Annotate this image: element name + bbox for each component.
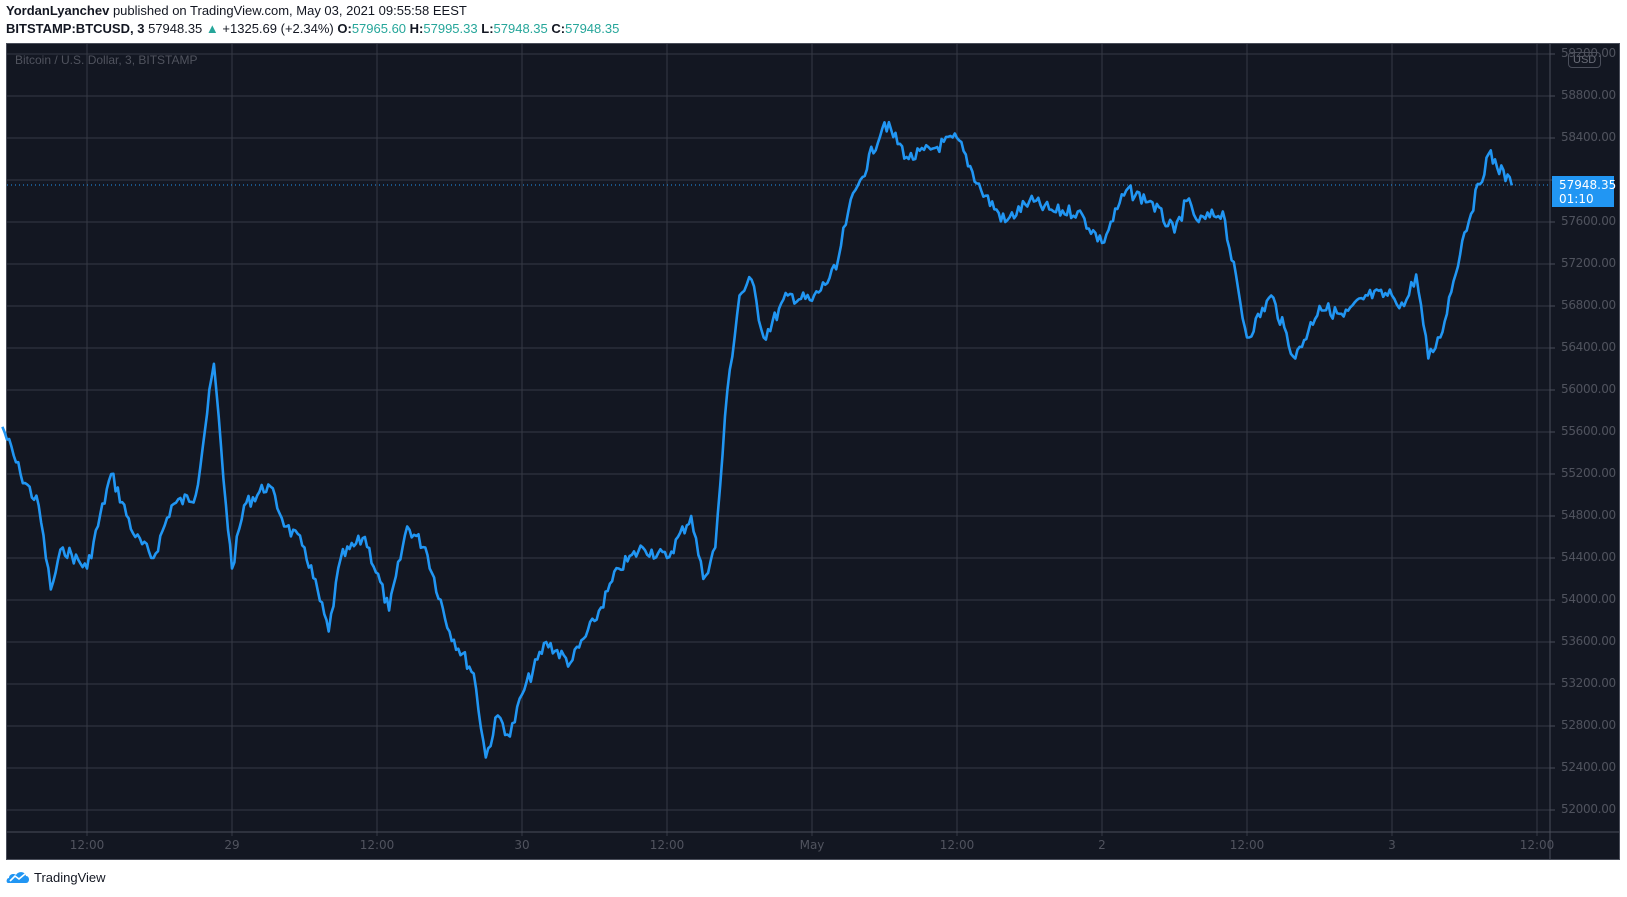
- chart-panel[interactable]: [6, 43, 1620, 860]
- price-axis-label: 59200.00: [1561, 46, 1616, 60]
- time-axis-label: 30: [514, 838, 530, 852]
- price-axis-label: 57600.00: [1561, 214, 1616, 228]
- price-axis-label: 55600.00: [1561, 424, 1616, 438]
- publisher-line: YordanLyanchev published on TradingView.…: [6, 3, 467, 18]
- high-label: H:: [409, 21, 424, 36]
- price-axis-label: 57200.00: [1561, 256, 1616, 270]
- price-tag-countdown: 01:10: [1559, 192, 1594, 206]
- brand-name: TradingView: [34, 869, 106, 885]
- price-tag-value: 57948.35: [1559, 178, 1617, 192]
- time-axis-label: 12:00: [69, 838, 105, 852]
- up-arrow-icon: ▲: [205, 21, 219, 36]
- price-axis-label: 54000.00: [1561, 592, 1616, 606]
- author-name[interactable]: YordanLyanchev: [6, 3, 110, 18]
- close-value: 57948.35: [565, 21, 620, 36]
- price-change: +1325.69 (+2.34%): [222, 21, 334, 36]
- price-axis-label: 55200.00: [1561, 466, 1616, 480]
- tradingview-brand[interactable]: TradingView: [6, 867, 106, 887]
- chart-legend: Bitcoin / U.S. Dollar, 3, BITSTAMP: [15, 53, 198, 67]
- time-axis-label: 12:00: [1229, 838, 1265, 852]
- price-line: [1, 120, 1514, 759]
- time-axis-label: May: [799, 838, 825, 852]
- price-axis-label: 54400.00: [1561, 550, 1616, 564]
- close-label: C:: [551, 21, 566, 36]
- symbol-line: BITSTAMP:BTCUSD, 3 57948.35 ▲ +1325.69 (…: [6, 21, 619, 36]
- time-axis-label: 29: [224, 838, 240, 852]
- symbol-name: BITSTAMP:BTCUSD, 3: [6, 21, 145, 36]
- high-value: 57995.33: [423, 21, 478, 36]
- published-text: published on TradingView.com, May 03, 20…: [112, 3, 467, 18]
- tradingview-logo-icon: [6, 872, 29, 883]
- time-axis-label: 12:00: [359, 838, 395, 852]
- price-axis-label: 52800.00: [1561, 718, 1616, 732]
- open-label: O:: [337, 21, 352, 36]
- time-axis-label: 2: [1098, 838, 1106, 852]
- price-axis-label: 56000.00: [1561, 382, 1616, 396]
- price-axis-label: 52000.00: [1561, 802, 1616, 816]
- currency-badge[interactable]: USD: [1568, 52, 1602, 68]
- price-axis-label: 56400.00: [1561, 340, 1616, 354]
- price-axis-label: 53200.00: [1561, 676, 1616, 690]
- price-axis-label: 53600.00: [1561, 634, 1616, 648]
- price-axis-label: 58800.00: [1561, 88, 1616, 102]
- chart-grid: [7, 44, 1555, 836]
- low-label: L:: [481, 21, 494, 36]
- open-value: 57965.60: [351, 21, 407, 36]
- last-price: 57948.35: [148, 21, 203, 36]
- price-axis-label: 58400.00: [1561, 130, 1616, 144]
- last-price-tag: 57948.35 01:10: [1552, 176, 1617, 207]
- price-axis-label: 52400.00: [1561, 760, 1616, 774]
- time-axis-label: 3: [1388, 838, 1396, 852]
- low-value: 57948.35: [493, 21, 548, 36]
- price-axis-label: 56800.00: [1561, 298, 1616, 312]
- time-axis-label: 12:00: [649, 838, 685, 852]
- time-axis-label: 12:00: [939, 838, 975, 852]
- time-axis-label: 12:00: [1519, 838, 1555, 852]
- price-axis-label: 54800.00: [1561, 508, 1616, 522]
